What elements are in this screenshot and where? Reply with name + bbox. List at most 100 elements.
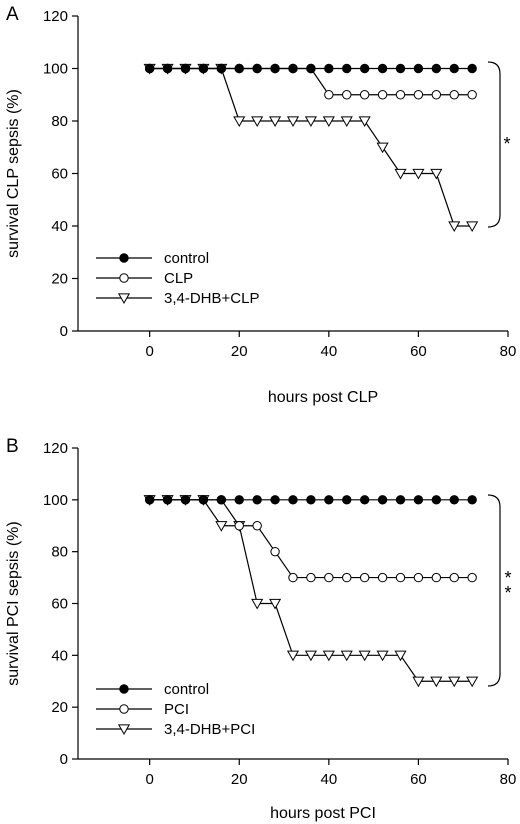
- data-point: [430, 676, 443, 688]
- y-axis-label: survival CLP sepsis (%): [5, 89, 22, 258]
- data-point: [216, 63, 227, 74]
- data-point: [162, 63, 173, 74]
- data-point: [412, 168, 425, 180]
- data-point: [431, 572, 442, 583]
- data-point: [449, 495, 459, 505]
- x-tick-label: 40: [320, 343, 337, 360]
- data-point: [251, 598, 264, 610]
- data-point: [234, 495, 244, 505]
- data-point: [395, 572, 406, 583]
- legend-marker: [119, 253, 129, 263]
- data-point: [358, 650, 371, 662]
- legend-marker: [119, 704, 129, 714]
- data-point: [180, 495, 191, 505]
- data-point: [306, 63, 316, 74]
- data-point: [358, 116, 371, 127]
- data-point: [395, 63, 406, 74]
- data-point: [216, 495, 227, 505]
- series-markers-control: [144, 495, 477, 505]
- legend-marker: [119, 684, 129, 694]
- legend-label: control: [164, 250, 209, 267]
- y-tick-label: 40: [51, 647, 68, 664]
- data-point: [395, 90, 406, 100]
- legend-marker: [117, 293, 131, 304]
- data-point: [431, 90, 442, 100]
- data-point: [467, 90, 477, 100]
- data-point: [304, 116, 317, 127]
- panel-b: 0 20 40 60 80 100 120 0 20 40 60 80 hours post PCI su…: [5, 436, 516, 822]
- data-point: [359, 63, 370, 74]
- data-point: [413, 90, 424, 100]
- y-tick-label: 120: [43, 8, 68, 25]
- x-tick-label: 60: [410, 343, 427, 360]
- data-point: [412, 676, 425, 688]
- data-point: [144, 495, 155, 505]
- x-tick-label: 20: [231, 343, 248, 360]
- legend: control CLP 3,4-DHB+CLP: [96, 250, 259, 307]
- data-point: [269, 598, 282, 610]
- series-line-pci: [149, 499, 473, 579]
- y-tick-label: 0: [60, 751, 68, 768]
- data-point: [215, 521, 228, 532]
- data-point: [342, 495, 352, 505]
- x-axis-label: hours post PCI: [270, 805, 376, 822]
- series-markers-control: [144, 63, 477, 74]
- legend-marker: [117, 724, 131, 735]
- significance-star: *: [504, 568, 511, 588]
- data-point: [359, 495, 370, 505]
- data-point: [413, 572, 424, 583]
- y-tick-label: 100: [43, 492, 68, 509]
- data-point: [306, 572, 316, 583]
- data-point: [162, 495, 173, 505]
- y-tick-label: 80: [51, 113, 68, 130]
- data-point: [376, 142, 389, 154]
- x-tick-label: 0: [145, 771, 153, 788]
- data-point: [467, 495, 477, 505]
- legend: control PCI 3,4-DHB+PCI: [96, 681, 255, 738]
- data-point: [394, 168, 407, 180]
- data-point: [270, 546, 280, 557]
- data-point: [340, 650, 353, 662]
- data-point: [448, 221, 461, 232]
- panel-a: 0 20 40 60 80 100 120 0 20 40 60 80 hours post CLP su…: [5, 4, 516, 406]
- y-tick-label: 20: [51, 699, 68, 716]
- data-point: [252, 495, 262, 505]
- legend-label: 3,4-DHB+CLP: [164, 290, 259, 307]
- data-point: [342, 90, 352, 100]
- data-point: [413, 495, 424, 505]
- x-tick-label: 20: [231, 771, 248, 788]
- data-point: [359, 90, 370, 100]
- legend-label: PCI: [164, 701, 189, 718]
- data-point: [286, 116, 300, 127]
- data-point: [198, 63, 209, 74]
- data-point: [288, 495, 298, 505]
- data-point: [286, 650, 300, 662]
- data-point: [288, 572, 298, 583]
- y-tick-label: 60: [51, 596, 68, 613]
- data-point: [394, 650, 407, 662]
- data-point: [234, 521, 244, 531]
- significance-bracket: [487, 61, 501, 228]
- y-tick-label: 80: [51, 544, 68, 561]
- data-point: [180, 63, 191, 74]
- x-tick-label: 80: [500, 771, 517, 788]
- data-point: [322, 116, 335, 127]
- data-point: [270, 495, 280, 505]
- data-point: [252, 521, 262, 531]
- legend-label: 3,4-DHB+PCI: [164, 721, 255, 738]
- significance-stars: * *: [504, 568, 511, 603]
- data-point: [270, 63, 280, 74]
- legend-label: CLP: [164, 270, 193, 287]
- x-tick-label: 80: [500, 343, 517, 360]
- y-tick-label: 100: [43, 61, 68, 78]
- data-point: [449, 572, 459, 583]
- x-tick-label: 40: [320, 771, 337, 788]
- data-point: [269, 116, 282, 127]
- data-point: [466, 221, 479, 232]
- y-tick-label: 0: [60, 323, 68, 340]
- significance-star: *: [504, 583, 511, 603]
- data-point: [413, 63, 424, 74]
- y-tick-label: 120: [43, 440, 68, 457]
- panel-label: A: [6, 4, 19, 25]
